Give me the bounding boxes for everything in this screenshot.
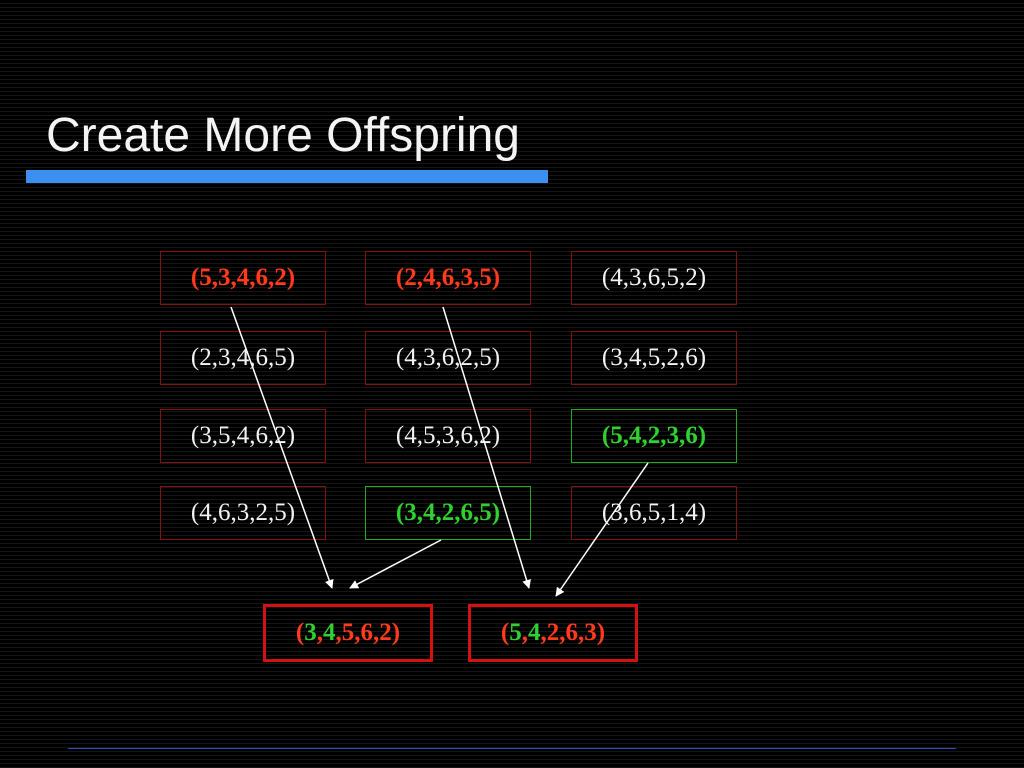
population-cell-r3-c0: (4,6,3,2,5) bbox=[160, 486, 326, 540]
population-cell-r0-c2: (4,3,6,5,2) bbox=[571, 251, 737, 305]
title-underline-bar bbox=[26, 170, 548, 183]
offspring-1-part-0: ( bbox=[295, 619, 305, 646]
population-cell-r0-c1: (2,4,6,3,5) bbox=[365, 251, 531, 305]
offspring-2-part-4: ,2,6,3) bbox=[540, 619, 606, 646]
population-cell-r3-c1: (3,4,2,6,5) bbox=[365, 486, 531, 540]
slide-title: Create More Offspring bbox=[46, 109, 520, 162]
population-cell-r2-c2: (5,4,2,3,6) bbox=[571, 409, 737, 463]
offspring-2-part-0: ( bbox=[500, 619, 510, 646]
offspring-1-part-3: 4 bbox=[323, 619, 336, 646]
offspring-1-part-1: 3 bbox=[304, 619, 317, 646]
population-cell-r0-c0: (5,3,4,6,2) bbox=[160, 251, 326, 305]
offspring-2-part-1: 5 bbox=[509, 619, 522, 646]
population-cell-r3-c2: (3,6,5,1,4) bbox=[571, 486, 737, 540]
population-cell-r1-c0: (2,3,4,6,5) bbox=[160, 331, 326, 385]
footer-line bbox=[68, 748, 956, 749]
offspring-2-part-2: , bbox=[521, 619, 528, 646]
population-cell-r1-c2: (3,4,5,2,6) bbox=[571, 331, 737, 385]
population-cell-r1-c1: (4,3,6,2,5) bbox=[365, 331, 531, 385]
offspring-box-2: (5, 4,2,6,3) bbox=[468, 604, 638, 662]
offspring-2-part-3: 4 bbox=[528, 619, 541, 646]
population-cell-r2-c0: (3,5,4,6,2) bbox=[160, 409, 326, 463]
offspring-box-1: (3, 4,5,6,2) bbox=[263, 604, 433, 662]
offspring-1-part-2: , bbox=[316, 619, 323, 646]
offspring-1-part-4: ,5,6,2) bbox=[335, 619, 401, 646]
arrow-parent-r3c1-to-offspring-1 bbox=[349, 539, 442, 589]
population-cell-r2-c1: (4,5,3,6,2) bbox=[365, 409, 531, 463]
